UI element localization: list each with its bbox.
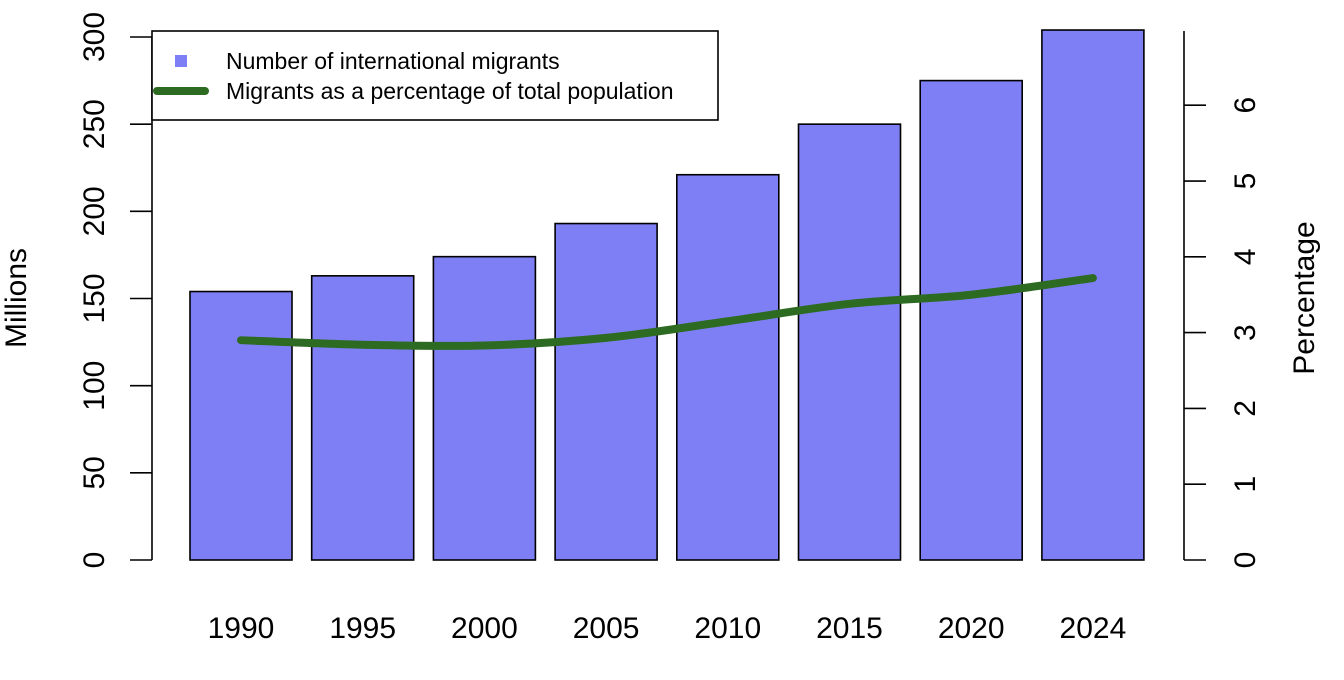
right-tick-label-6: 6 — [1229, 97, 1262, 114]
left-tick-label-0: 0 — [78, 552, 111, 569]
y-axis-title-left: Millions — [0, 248, 33, 348]
legend-box — [151, 30, 719, 121]
left-tick-label-200: 200 — [78, 186, 111, 236]
x-tick-label-2015: 2015 — [816, 612, 883, 645]
right-axis: 0 1 2 3 4 5 6 — [1183, 31, 1262, 569]
x-tick-label-2005: 2005 — [573, 612, 640, 645]
bar-2015 — [797, 123, 902, 561]
legend-swatch-bars — [175, 55, 187, 67]
x-tick-label-2000: 2000 — [451, 612, 518, 645]
right-tick-label-2: 2 — [1229, 400, 1262, 417]
right-tick-label-3: 3 — [1229, 324, 1262, 341]
bar-2010 — [675, 173, 780, 561]
left-tick-label-150: 150 — [78, 273, 111, 323]
left-axis: 0 50 100 150 200 250 300 — [78, 12, 153, 569]
line-series-percentage — [237, 274, 1097, 350]
line-series-group — [237, 274, 1097, 350]
bar-group — [189, 29, 1145, 561]
bar-2005 — [554, 222, 658, 561]
left-tick-label-50: 50 — [78, 456, 111, 489]
bar-2024 — [1041, 29, 1145, 561]
y-axis-title-right: Percentage — [1288, 221, 1321, 374]
legend-label-line: Migrants as a percentage of total popula… — [226, 78, 674, 104]
x-tick-label-2010: 2010 — [694, 612, 761, 645]
x-tick-label-1995: 1995 — [329, 612, 396, 645]
right-tick-label-5: 5 — [1229, 173, 1262, 190]
bar-2000 — [432, 255, 537, 561]
x-tick-label-2020: 2020 — [938, 612, 1005, 645]
right-tick-label-4: 4 — [1229, 248, 1262, 265]
x-tick-label-2024: 2024 — [1060, 612, 1127, 645]
bar-1990 — [189, 290, 293, 561]
left-tick-label-100: 100 — [78, 361, 111, 411]
legend: Number of international migrants Migrant… — [151, 30, 719, 121]
legend-label-bars: Number of international migrants — [226, 48, 560, 74]
x-axis: 1990 1995 2000 2005 2010 2015 2020 2024 — [208, 612, 1127, 645]
left-tick-label-250: 250 — [78, 99, 111, 149]
x-tick-label-1990: 1990 — [208, 612, 275, 645]
left-tick-label-300: 300 — [78, 12, 111, 62]
right-tick-label-1: 1 — [1229, 476, 1262, 493]
right-tick-label-0: 0 — [1229, 552, 1262, 569]
bar-1995 — [310, 275, 415, 561]
bar-2020 — [919, 79, 1024, 561]
